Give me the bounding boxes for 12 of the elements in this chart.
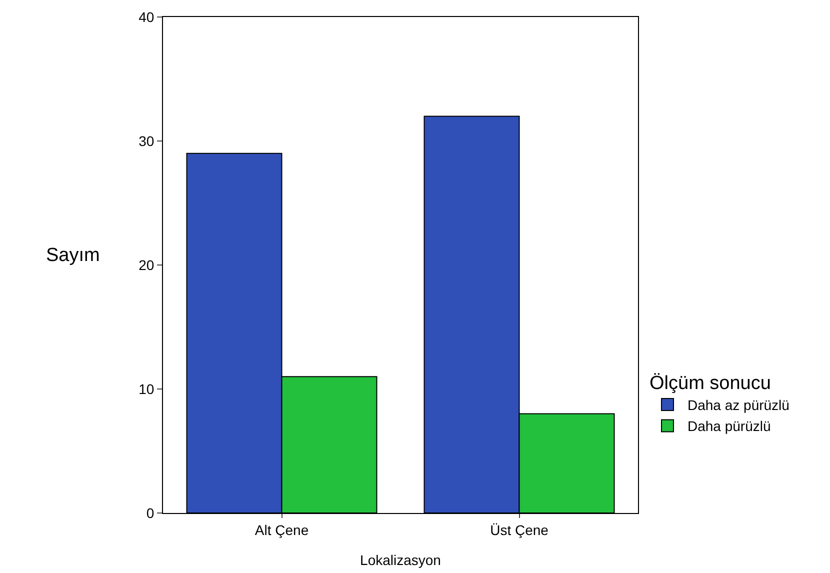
y-tick-label: 40 bbox=[138, 8, 154, 25]
x-tick-label: Üst Çene bbox=[490, 522, 549, 538]
y-tick-label: 30 bbox=[138, 132, 154, 149]
x-tick-label: Alt Çene bbox=[254, 522, 309, 538]
y-tick-label: 10 bbox=[138, 380, 154, 397]
legend-label: Daha pürüzlü bbox=[688, 418, 771, 434]
legend-title: Ölçüm sonucu bbox=[650, 372, 771, 394]
y-tick-label: 20 bbox=[138, 256, 154, 273]
legend-label: Daha az pürüzlü bbox=[688, 396, 790, 413]
y-tick-label: 0 bbox=[146, 504, 154, 521]
y-axis-title: Sayım bbox=[46, 245, 100, 266]
x-axis-title: Lokalizasyon bbox=[360, 552, 441, 568]
